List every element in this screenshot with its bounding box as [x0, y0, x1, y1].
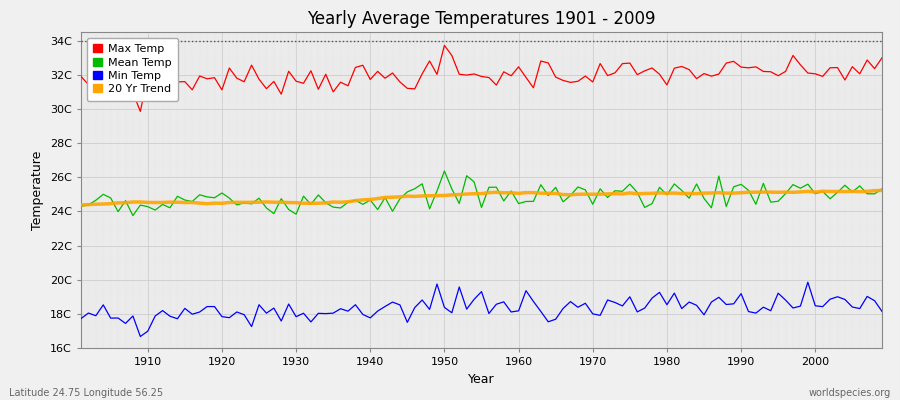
- Text: worldspecies.org: worldspecies.org: [809, 388, 891, 398]
- Text: Latitude 24.75 Longitude 56.25: Latitude 24.75 Longitude 56.25: [9, 388, 163, 398]
- X-axis label: Year: Year: [468, 372, 495, 386]
- Legend: Max Temp, Mean Temp, Min Temp, 20 Yr Trend: Max Temp, Mean Temp, Min Temp, 20 Yr Tre…: [86, 38, 178, 101]
- Y-axis label: Temperature: Temperature: [32, 150, 44, 230]
- Title: Yearly Average Temperatures 1901 - 2009: Yearly Average Temperatures 1901 - 2009: [307, 10, 656, 28]
